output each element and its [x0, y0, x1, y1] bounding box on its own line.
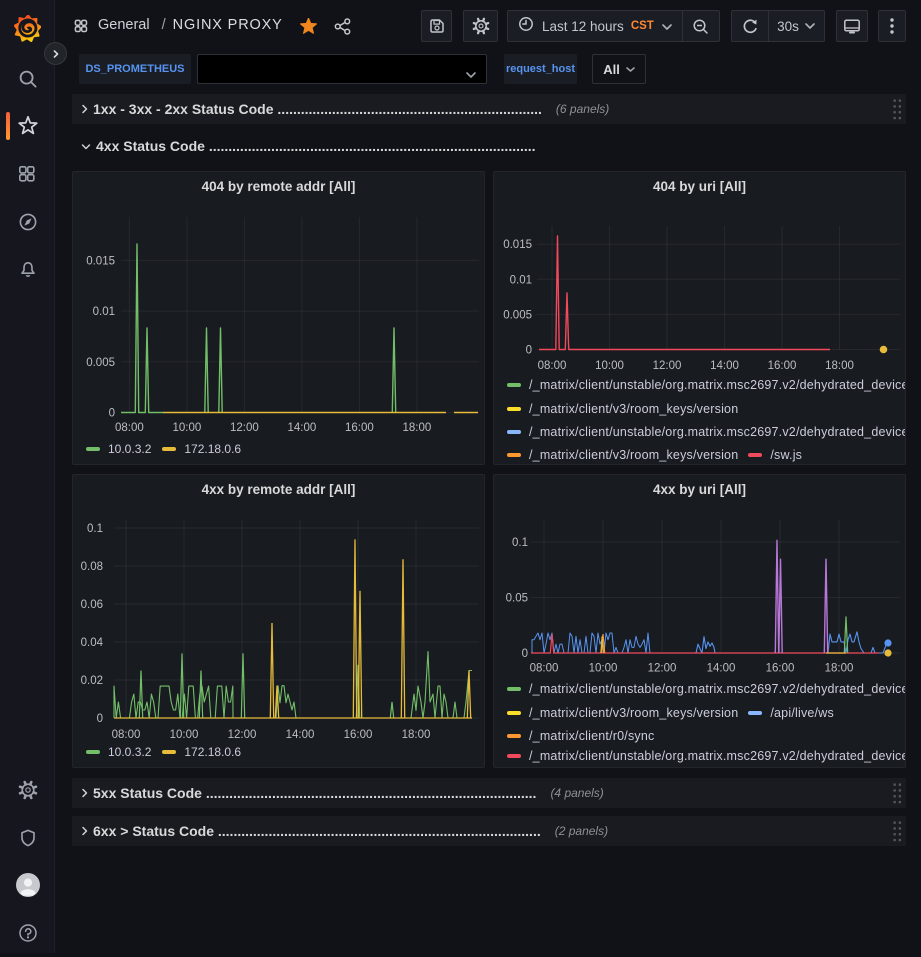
svg-text:16:00: 16:00 — [768, 360, 797, 372]
svg-text:0.04: 0.04 — [81, 637, 104, 649]
svg-text:0.015: 0.015 — [86, 255, 115, 267]
svg-text:0.08: 0.08 — [81, 561, 103, 573]
svg-text:14:00: 14:00 — [710, 360, 739, 372]
svg-text:12:00: 12:00 — [228, 729, 257, 741]
svg-text:14:00: 14:00 — [288, 422, 317, 434]
svg-text:0.06: 0.06 — [81, 599, 103, 611]
svg-text:0: 0 — [526, 345, 532, 357]
svg-text:08:00: 08:00 — [112, 729, 141, 741]
svg-text:10:00: 10:00 — [595, 360, 624, 372]
svg-text:10:00: 10:00 — [173, 422, 202, 434]
svg-text:14:00: 14:00 — [707, 663, 736, 675]
svg-text:18:00: 18:00 — [825, 360, 854, 372]
svg-text:0.1: 0.1 — [512, 537, 528, 549]
svg-text:0: 0 — [97, 713, 103, 725]
svg-text:12:00: 12:00 — [230, 422, 259, 434]
svg-text:08:00: 08:00 — [538, 360, 567, 372]
svg-text:0: 0 — [109, 408, 115, 420]
svg-text:0.02: 0.02 — [81, 675, 103, 687]
svg-text:0.05: 0.05 — [506, 593, 528, 605]
svg-text:12:00: 12:00 — [653, 360, 682, 372]
svg-text:18:00: 18:00 — [402, 729, 431, 741]
svg-text:18:00: 18:00 — [403, 422, 432, 434]
svg-text:0.1: 0.1 — [87, 523, 103, 535]
svg-text:16:00: 16:00 — [766, 663, 795, 675]
svg-text:10:00: 10:00 — [589, 663, 618, 675]
svg-text:12:00: 12:00 — [648, 663, 677, 675]
svg-text:0.015: 0.015 — [503, 239, 532, 251]
svg-text:0.005: 0.005 — [503, 309, 532, 321]
svg-text:14:00: 14:00 — [286, 729, 315, 741]
svg-text:0.01: 0.01 — [510, 274, 532, 286]
svg-text:0.005: 0.005 — [86, 357, 115, 369]
svg-text:18:00: 18:00 — [825, 663, 854, 675]
svg-text:10:00: 10:00 — [170, 729, 199, 741]
svg-text:16:00: 16:00 — [345, 422, 374, 434]
svg-text:08:00: 08:00 — [115, 422, 144, 434]
svg-text:08:00: 08:00 — [530, 663, 559, 675]
svg-text:0.01: 0.01 — [93, 306, 115, 318]
svg-text:16:00: 16:00 — [344, 729, 373, 741]
svg-text:0: 0 — [522, 648, 528, 660]
